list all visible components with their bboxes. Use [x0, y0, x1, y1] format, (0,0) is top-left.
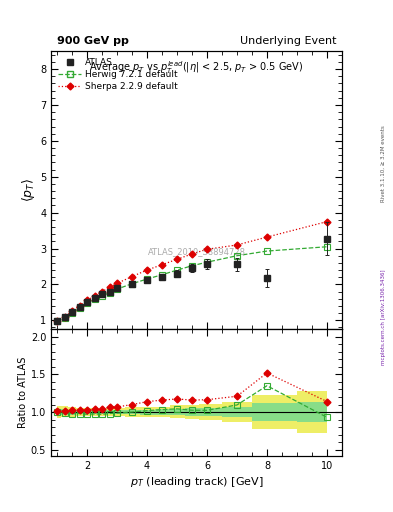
Text: Underlying Event: Underlying Event: [240, 36, 336, 46]
Text: Rivet 3.1.10, ≥ 3.2M events: Rivet 3.1.10, ≥ 3.2M events: [381, 125, 386, 202]
Y-axis label: $\langle p_T \rangle$: $\langle p_T \rangle$: [20, 178, 37, 202]
Text: mcplots.cern.ch [arXiv:1306.3436]: mcplots.cern.ch [arXiv:1306.3436]: [381, 270, 386, 365]
Legend: ATLAS, Herwig 7.2.1 default, Sherpa 2.2.9 default: ATLAS, Herwig 7.2.1 default, Sherpa 2.2.…: [55, 56, 181, 94]
Text: ATLAS_2010_S8894728: ATLAS_2010_S8894728: [147, 247, 246, 256]
Y-axis label: Ratio to ATLAS: Ratio to ATLAS: [18, 357, 28, 428]
Text: 900 GeV pp: 900 GeV pp: [57, 36, 129, 46]
Text: Average $p_T$ vs $p_T^{lead}$(|$\eta$| < 2.5, $p_T$ > 0.5 GeV): Average $p_T$ vs $p_T^{lead}$(|$\eta$| <…: [89, 59, 304, 76]
X-axis label: $p_T$ (leading track) [GeV]: $p_T$ (leading track) [GeV]: [130, 475, 263, 489]
